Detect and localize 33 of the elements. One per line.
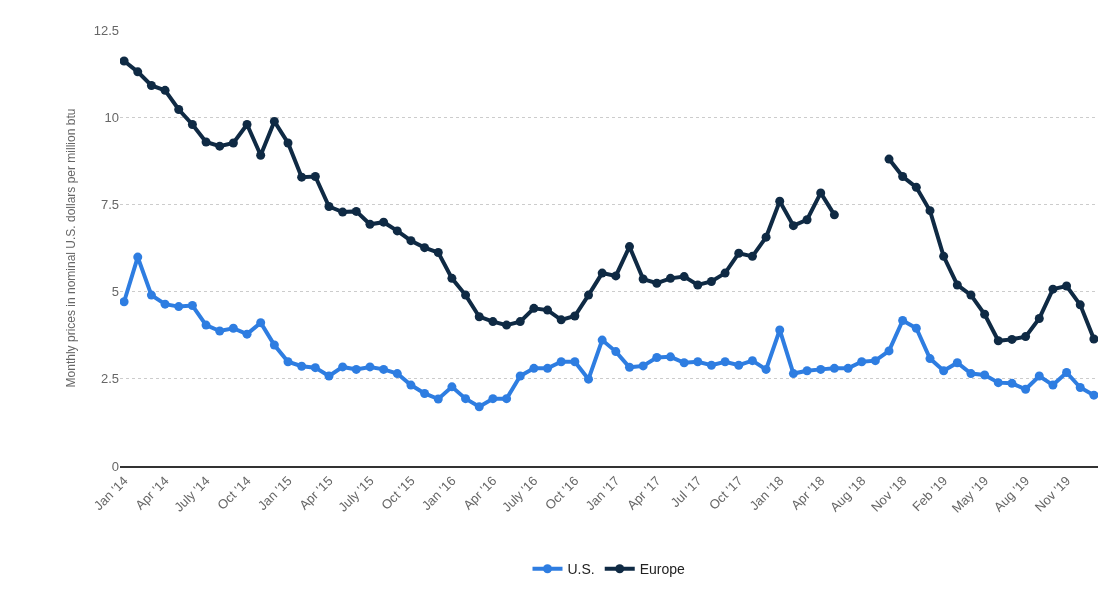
x-tick-label: Nov '19: [1031, 473, 1074, 515]
y-tick-label: 10: [104, 109, 119, 125]
x-tick-label: Jul '17: [667, 473, 705, 511]
x-tick-label: Apr '15: [296, 473, 336, 513]
x-tick-label: Feb '19: [909, 473, 951, 515]
x-tick-label: May '19: [948, 473, 992, 516]
legend-label: U.S.: [567, 561, 595, 578]
x-tick-label: Jan '18: [746, 473, 787, 514]
x-tick-label: Apr '16: [460, 473, 500, 513]
x-tick-label: Oct '14: [214, 473, 254, 513]
x-tick-label: Jan '14: [90, 473, 131, 514]
y-tick-label: 12.5: [93, 22, 119, 38]
x-tick-label: Apr '14: [132, 473, 172, 513]
x-tick-label: July '16: [499, 473, 541, 515]
y-tick-label: 2.5: [100, 371, 119, 387]
legend-label: Europe: [639, 561, 686, 578]
y-axis-title: Monthly prices in nominal U.S. dollars per million btu: [63, 108, 78, 388]
x-tick-label: Apr '17: [624, 473, 664, 513]
y-tick-label: 0: [111, 458, 119, 474]
x-tick-label: July '15: [335, 473, 377, 515]
x-tick-label: Nov '18: [867, 473, 910, 515]
x-tick-label: Jan '16: [418, 473, 459, 514]
x-tick-label: Aug '19: [990, 473, 1033, 515]
x-tick-label: Apr '18: [787, 473, 828, 513]
x-tick-label: Oct '16: [542, 473, 582, 513]
x-tick-label: Oct '15: [378, 473, 418, 513]
x-tick-label: July '14: [171, 473, 213, 515]
y-tick-label: 7.5: [100, 196, 119, 212]
x-tick-label: Aug '18: [826, 473, 869, 515]
x-tick-label: Jan '15: [254, 473, 295, 514]
y-tick-label: 5: [111, 284, 119, 300]
x-tick-label: Oct '17: [706, 473, 746, 513]
x-tick-label: Jan '17: [582, 473, 623, 514]
